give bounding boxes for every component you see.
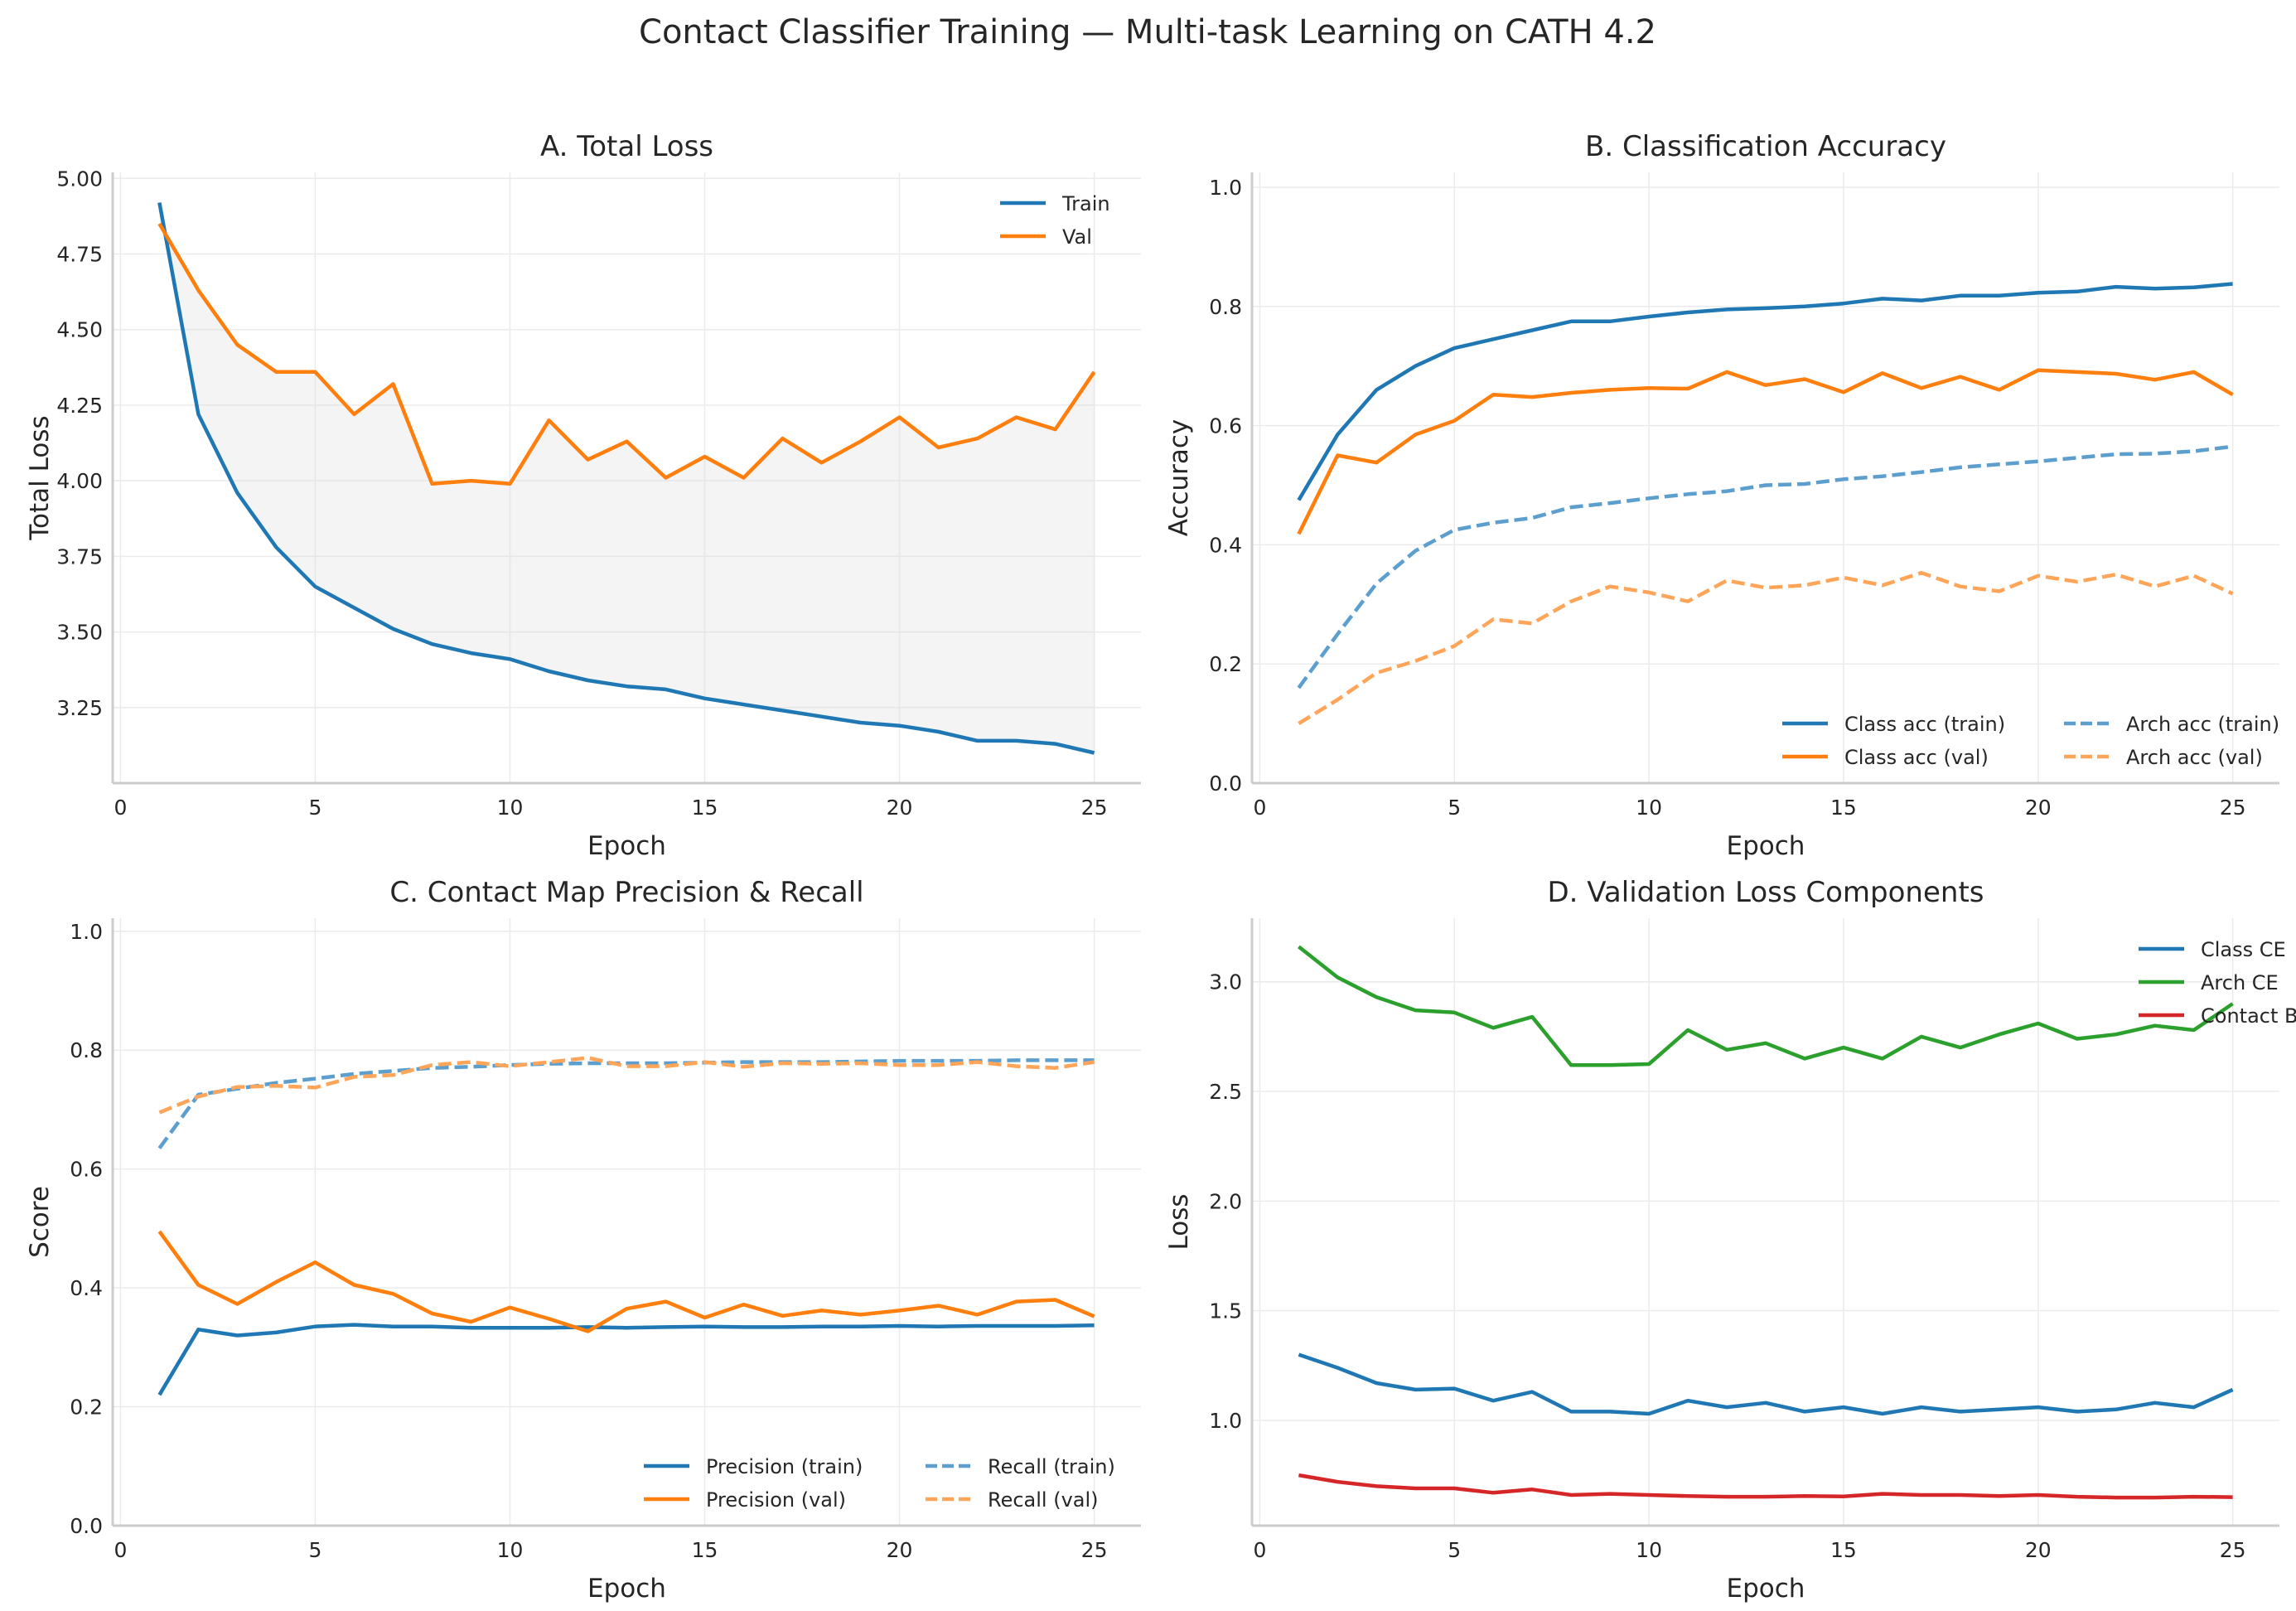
y-tick-label: 3.25: [56, 696, 103, 720]
gap-fill-area: [159, 202, 1095, 753]
x-tick-label: 0: [114, 796, 127, 820]
legend-label: Contact BCE: [2201, 1004, 2296, 1028]
y-tick-label: 0.0: [1209, 772, 1242, 796]
x-tick-label: 20: [2025, 796, 2052, 820]
x-axis-label: Epoch: [587, 1574, 666, 1604]
x-tick-label: 25: [1081, 1538, 1108, 1562]
y-tick-label: 1.0: [1209, 176, 1242, 200]
y-tick-label: 4.75: [56, 243, 103, 267]
y-tick-label: 0.8: [1209, 295, 1242, 319]
x-tick-label: 20: [887, 1538, 913, 1562]
y-tick-label: 0.2: [70, 1396, 103, 1420]
figure-title: Contact Classifier Training — Multi-task…: [639, 13, 1656, 51]
legend-label: Arch acc (train): [2126, 713, 2279, 736]
legend: Precision (train) Precision (val) Recall (…: [644, 1455, 1115, 1512]
y-tick-label: 1.0: [1209, 1409, 1242, 1433]
y-tick-label: 4.50: [56, 318, 103, 342]
y-tick-label: 4.25: [56, 394, 103, 418]
series-line-class-acc-train: [1297, 282, 2233, 501]
x-tick-label: 0: [114, 1538, 127, 1562]
legend-label: Recall (val): [988, 1488, 1099, 1512]
y-tick-label: 1.0: [70, 920, 103, 944]
series-line-precision-train: [157, 1323, 1095, 1396]
y-tick-label: 1.5: [1209, 1299, 1242, 1323]
y-tick-label: 2.0: [1209, 1189, 1242, 1213]
x-tick-label: 5: [1448, 1538, 1461, 1562]
series-line-class-ce: [1298, 1352, 2234, 1416]
x-axis-label: Epoch: [1727, 1574, 1805, 1604]
y-tick-label: 0.6: [70, 1158, 103, 1182]
y-tick-label: 0.8: [70, 1038, 103, 1062]
y-axis-label: Loss: [1164, 1194, 1194, 1251]
x-tick-label: 5: [308, 796, 321, 820]
legend-label: Arch CE: [2201, 971, 2279, 994]
legend-label: Train: [1061, 192, 1110, 215]
panel-3: 0 5 10 15 20 25 1.0 1.5 2.0 2.5 3.0 D. Validation L…: [1164, 876, 2296, 1604]
x-tick-label: 10: [497, 796, 524, 820]
series-line-class-acc-val: [1297, 368, 2234, 535]
legend-label: Class CE: [2201, 938, 2286, 961]
x-tick-label: 25: [2220, 1538, 2246, 1562]
panel-1: 0 5 10 15 20 25 0.0 0.2 0.4 0.6 0.8 1.0 B. Classific…: [1164, 130, 2279, 861]
series-line-arch-acc-train: [1297, 444, 2233, 689]
series-line-recall-train: [157, 1058, 1095, 1149]
legend-label: Class acc (val): [1844, 746, 1989, 769]
panel-title: C. Contact Map Precision & Recall: [389, 876, 863, 909]
x-axis-label: Epoch: [587, 831, 666, 861]
series-line-precision-val: [157, 1230, 1095, 1333]
series-line-val: [157, 222, 1096, 486]
y-axis-label: Accuracy: [1164, 419, 1194, 537]
panel-title: B. Classification Accuracy: [1585, 130, 1946, 163]
y-tick-label: 3.50: [56, 621, 103, 645]
legend-label: Val: [1062, 225, 1092, 249]
series-line-train: [157, 202, 1095, 755]
legend-label: Recall (train): [988, 1455, 1115, 1478]
legend-label: Precision (train): [706, 1455, 863, 1478]
y-tick-label: 5.00: [56, 167, 103, 191]
panel-0: 0 5 10 15 20 25 3.25 3.50 3.75 4.00 4.25 4.50 4.75 5.…: [25, 130, 1141, 861]
x-axis-label: Epoch: [1727, 831, 1805, 861]
y-tick-label: 3.75: [56, 544, 103, 568]
x-tick-label: 25: [1081, 796, 1108, 820]
x-tick-label: 15: [692, 1538, 718, 1562]
x-tick-label: 15: [692, 796, 718, 820]
x-tick-label: 10: [497, 1538, 524, 1562]
y-tick-label: 4.00: [56, 469, 103, 493]
legend-label: Precision (val): [706, 1488, 846, 1512]
x-tick-label: 20: [887, 796, 913, 820]
y-tick-label: 0.4: [1209, 533, 1242, 557]
series-line-arch-ce: [1298, 945, 2234, 1067]
legend: Class CE Arch CE Contact BCE: [2139, 938, 2296, 1028]
y-axis-label: Total Loss: [25, 415, 55, 540]
legend: Train Val: [1000, 192, 1110, 249]
x-tick-label: 20: [2025, 1538, 2052, 1562]
series-line-arch-acc-val: [1298, 570, 2234, 726]
legend-label: Arch acc (val): [2126, 746, 2263, 769]
panel-title: D. Validation Loss Components: [1548, 876, 1984, 909]
y-tick-label: 0.2: [1209, 652, 1242, 676]
legend: Class acc (train) Class acc (val) Arch acc…: [1782, 713, 2279, 769]
y-axis-label: Score: [25, 1186, 55, 1258]
x-tick-label: 10: [1636, 796, 1662, 820]
series-line-recall-val: [158, 1056, 1095, 1115]
x-tick-label: 5: [308, 1538, 321, 1562]
x-tick-label: 25: [2220, 796, 2246, 820]
x-tick-label: 15: [1830, 1538, 1857, 1562]
legend-label: Class acc (train): [1844, 713, 2005, 736]
x-tick-label: 5: [1448, 796, 1461, 820]
y-tick-label: 2.5: [1209, 1080, 1242, 1104]
panel-2: 0 5 10 15 20 25 0.0 0.2 0.4 0.6 0.8 1.0 C. Contact M…: [25, 876, 1141, 1604]
y-tick-label: 0.0: [70, 1514, 103, 1538]
y-tick-label: 0.6: [1209, 414, 1242, 438]
x-tick-label: 10: [1636, 1538, 1662, 1562]
panel-title: A. Total Loss: [540, 130, 713, 163]
x-tick-label: 15: [1830, 796, 1857, 820]
y-tick-label: 0.4: [70, 1276, 103, 1300]
y-tick-label: 3.0: [1209, 970, 1242, 994]
x-tick-label: 0: [1253, 796, 1266, 820]
series-line-contact-bce: [1298, 1473, 2233, 1500]
x-tick-label: 0: [1253, 1538, 1266, 1562]
